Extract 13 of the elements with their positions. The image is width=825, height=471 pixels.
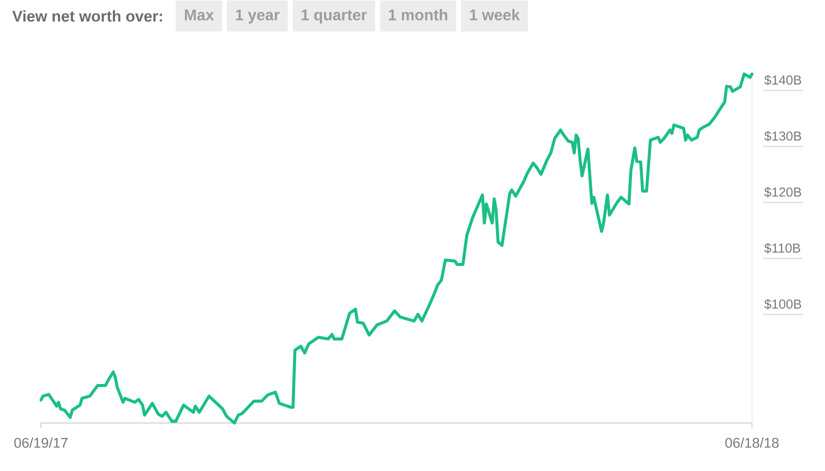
y-tick-label: $120B	[764, 186, 802, 198]
text: 1 week	[470, 9, 520, 20]
y-tick-label: $140B	[764, 74, 802, 86]
y-tick-label: $110B	[764, 242, 800, 254]
text: 1 year	[236, 10, 280, 24]
text: 1 quarter	[302, 10, 367, 24]
text: Max	[184, 10, 214, 20]
x-tick-label: 06/19/17	[14, 438, 68, 448]
y-tick-label: $130B	[764, 130, 802, 142]
chart-title: View net worth over:	[12, 10, 162, 22]
x-tick-label: 06/18/18	[725, 438, 779, 448]
text: 1 month	[388, 9, 448, 20]
y-tick-label: $100B	[764, 298, 802, 310]
